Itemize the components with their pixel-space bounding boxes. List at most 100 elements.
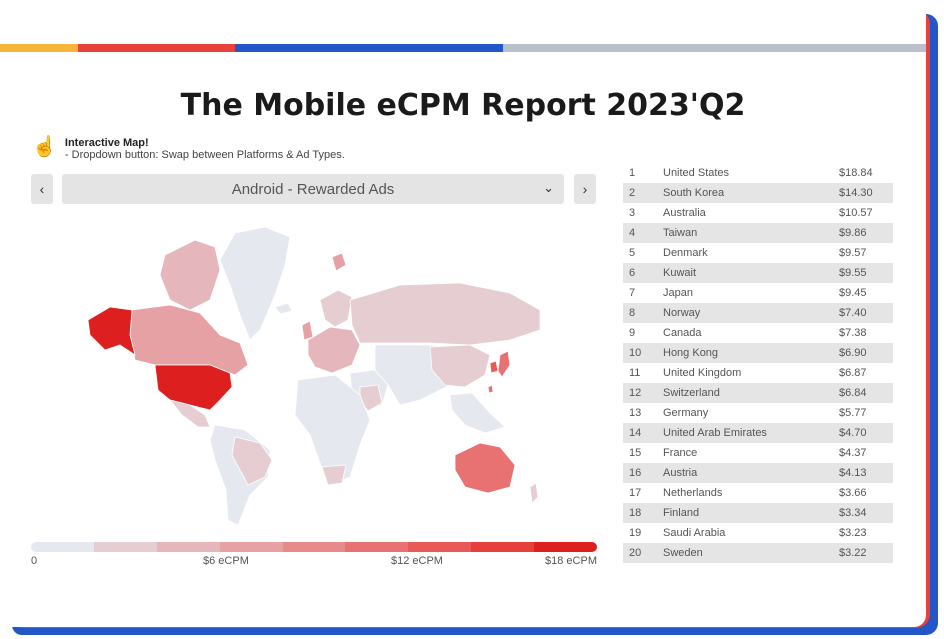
country-cell: Taiwan: [657, 223, 833, 243]
table-row: 9 Canada $7.38: [623, 323, 893, 343]
ecpm-ranking-table: 1 United States $18.84 2 South Korea $14.30 3 A…: [623, 163, 893, 563]
rank-cell: 8: [623, 303, 657, 323]
rank-cell: 10: [623, 343, 657, 363]
chevron-down-icon: ⌄: [543, 180, 554, 195]
country-cell: United States: [663, 167, 730, 179]
map-china[interactable]: [429, 344, 491, 388]
scale-step: [93, 542, 157, 552]
rank-cell: 2: [623, 183, 657, 203]
scale-step: [534, 542, 597, 552]
value-cell: $10.57: [839, 207, 873, 219]
country-cell: Kuwait: [657, 263, 833, 283]
map-brazil[interactable]: [231, 436, 273, 486]
table-row: 7 Japan $9.45: [623, 283, 893, 303]
country-cell: Netherlands: [663, 487, 723, 499]
platform-dropdown[interactable]: Android - Rewarded Ads ⌄: [62, 174, 564, 204]
value-cell: $9.57: [839, 247, 867, 259]
map-korea[interactable]: [489, 360, 499, 374]
map-taiwan[interactable]: [487, 384, 494, 394]
value-cell: $3.23: [839, 527, 867, 539]
rank-cell: 11: [629, 367, 641, 379]
stripe-red: [78, 44, 235, 52]
table-row: 19 Saudi Arabia $3.23: [623, 523, 893, 543]
map-south-africa[interactable]: [321, 464, 347, 486]
map-southeast-asia[interactable]: [449, 392, 506, 434]
map-japan[interactable]: [497, 350, 511, 378]
value-cell: $3.34: [833, 503, 893, 523]
ranking-body: 1 United States $18.84 2 South Korea $14.30 3 A…: [623, 163, 893, 563]
rank-cell: 9: [629, 327, 636, 339]
map-new-zealand[interactable]: [529, 482, 539, 504]
stripe-gray: [503, 44, 926, 52]
country-cell: Germany: [663, 407, 709, 419]
map-iceland[interactable]: [274, 302, 293, 315]
value-cell: $6.87: [839, 367, 867, 379]
report-card: The Mobile eCPM Report 2023'Q2 ☝ Interac…: [0, 44, 926, 569]
map-australia[interactable]: [454, 442, 516, 494]
map-scandinavia[interactable]: [319, 289, 353, 328]
value-cell: $9.55: [833, 263, 893, 283]
country-cell: Australia: [663, 207, 706, 219]
scale-labels: 0 $6 eCPM $12 eCPM $18 eCPM: [31, 555, 597, 569]
stripe-yellow: [0, 44, 78, 52]
table-row: 15 France $4.37: [623, 443, 893, 463]
rank-cell: 5: [629, 247, 636, 259]
value-cell: $4.70: [833, 423, 893, 443]
table-row: 14 United Arab Emirates $4.70: [623, 423, 893, 443]
map-uk[interactable]: [301, 320, 314, 341]
stripe-blue: [235, 44, 503, 52]
country-cell: France: [663, 447, 698, 459]
rank-cell: 6: [623, 263, 657, 283]
map-alaska[interactable]: [87, 306, 136, 356]
scale-step: [408, 542, 472, 552]
next-button[interactable]: ›: [574, 174, 596, 204]
table-row: 20 Sweden $3.22: [623, 543, 893, 563]
table-row: 6 Kuwait $9.55: [623, 263, 893, 283]
table-row: 1 United States $18.84: [623, 163, 893, 183]
table-row: 17 Netherlands $3.66: [623, 483, 893, 503]
rank-cell: 4: [623, 223, 657, 243]
interactive-hint: ☝ Interactive Map! - Dropdown button: Sw…: [32, 137, 345, 161]
scale-label-min: 0: [31, 555, 38, 567]
rank-cell: 19: [629, 527, 642, 539]
prev-button[interactable]: ‹: [31, 174, 53, 204]
table-row: 18 Finland $3.34: [623, 503, 893, 523]
map-canada[interactable]: [129, 304, 249, 376]
scale-label-6: $6 eCPM: [203, 555, 249, 567]
country-cell: Japan: [663, 287, 693, 299]
table-row: 3 Australia $10.57: [623, 203, 893, 223]
value-cell: $4.13: [833, 463, 893, 483]
value-cell: $5.77: [839, 407, 867, 419]
map-svalbard[interactable]: [331, 252, 347, 272]
country-cell: Canada: [663, 327, 702, 339]
rank-cell: 1: [629, 167, 636, 179]
country-cell: Sweden: [657, 543, 833, 563]
map-mexico[interactable]: [168, 399, 211, 428]
country-cell: South Korea: [657, 183, 833, 203]
scale-step: [219, 542, 283, 552]
value-cell: $18.84: [839, 167, 873, 179]
page-title: The Mobile eCPM Report 2023'Q2: [180, 88, 746, 123]
map-russia[interactable]: [349, 282, 541, 346]
value-cell: $7.38: [839, 327, 867, 339]
map-africa[interactable]: [294, 374, 371, 486]
scale-step: [282, 542, 346, 552]
map-greenland[interactable]: [219, 226, 291, 341]
rank-cell: 14: [623, 423, 657, 443]
country-cell: United Arab Emirates: [657, 423, 833, 443]
color-stripe: [0, 44, 926, 52]
hand-pointer-icon: ☝: [32, 136, 57, 158]
rank-cell: 15: [629, 447, 642, 459]
map-canada-islands[interactable]: [159, 239, 221, 311]
color-scale: [31, 542, 597, 552]
rank-cell: 17: [629, 487, 642, 499]
world-map[interactable]: [70, 215, 560, 530]
map-europe[interactable]: [307, 326, 361, 374]
map-usa[interactable]: [154, 364, 233, 411]
value-cell: $14.30: [833, 183, 893, 203]
dropdown-value: Android - Rewarded Ads: [231, 180, 395, 198]
table-row: 4 Taiwan $9.86: [623, 223, 893, 243]
chevron-left-icon: ‹: [39, 181, 45, 197]
rank-cell: 20: [623, 543, 657, 563]
table-row: 11 United Kingdom $6.87: [623, 363, 893, 383]
